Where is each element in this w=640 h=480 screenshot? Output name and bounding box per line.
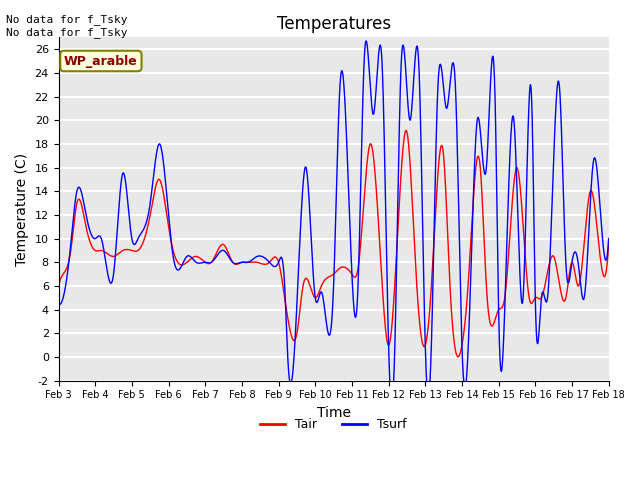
Tair [54,283,62,289]
X-axis label: Time: Time [317,406,351,420]
Line: Tsurf: Tsurf [58,41,609,403]
Y-axis label: Temperature (C): Temperature (C) [15,153,29,265]
Tair [605,241,612,247]
Tair [454,354,462,360]
Tair [173,257,180,263]
Tair [208,258,216,264]
Text: WP_arable: WP_arable [64,55,138,68]
Tair [605,244,612,250]
Tsurf [362,38,370,44]
Title: Temperatures: Temperatures [276,15,390,33]
Tsurf [54,301,62,307]
Text: No data for f_Tsky
No data for f_Tsky: No data for f_Tsky No data for f_Tsky [6,14,128,38]
Legend: Tair, Tsurf: Tair, Tsurf [255,413,412,436]
Tsurf [208,259,216,264]
Tsurf [387,399,395,405]
Tsurf [605,238,612,244]
Tsurf [553,91,561,96]
Line: Tair: Tair [58,131,609,357]
Tair [397,176,404,181]
Tsurf [388,400,396,406]
Tair [387,330,395,336]
Tsurf [605,236,612,241]
Tair [553,265,561,271]
Tair [403,128,410,133]
Tsurf [397,64,405,70]
Tsurf [173,266,180,272]
